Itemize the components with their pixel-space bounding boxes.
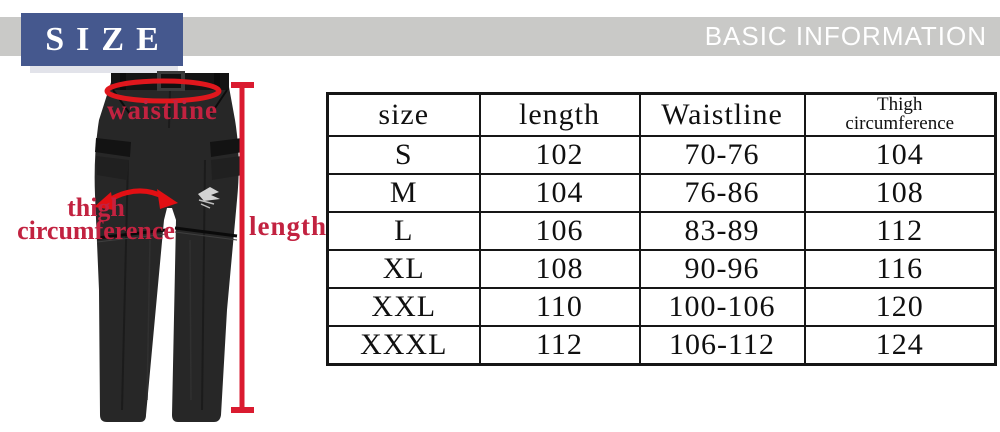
cell-length: 102: [478, 135, 641, 175]
table-row: S 102 70-76 104: [326, 135, 997, 175]
cargo-pocket-left: [95, 138, 131, 157]
cell-waistline: 70-76: [638, 135, 806, 175]
cell-length: 110: [478, 287, 641, 327]
size-badge-shadow: [30, 66, 178, 73]
cell-waistline: 106-112: [638, 325, 806, 365]
column-header-waistline: Waistline: [638, 92, 806, 137]
cell-length: 108: [478, 249, 641, 289]
cell-length: 106: [478, 211, 641, 251]
cell-waistline: 100-106: [638, 287, 806, 327]
cell-length: 112: [478, 325, 641, 365]
pants-diagram: [94, 71, 254, 422]
cell-thigh-circumference: 120: [803, 287, 997, 327]
size-table: size length Waistline Thigh circumferenc…: [326, 92, 997, 366]
table-row: XL 108 90-96 116: [326, 249, 997, 289]
cell-waistline: 90-96: [638, 249, 806, 289]
size-table-body: S 102 70-76 104 M 104 76-86 108 L 106 83…: [326, 135, 997, 365]
table-header-row: size length Waistline Thigh circumferenc…: [326, 92, 997, 137]
cell-thigh-circumference: 116: [803, 249, 997, 289]
cell-waistline: 76-86: [638, 173, 806, 213]
basic-information-label: BASIC INFORMATION: [704, 21, 987, 51]
table-row: XXL 110 100-106 120: [326, 287, 997, 327]
waist-ellipse-annotation: [104, 78, 222, 104]
cell-waistline: 83-89: [638, 211, 806, 251]
length-measure-line: [231, 82, 254, 413]
cell-size: S: [326, 135, 481, 175]
thigh-circumference-label: thigh circumference: [8, 193, 184, 245]
cell-size: XXXL: [326, 325, 481, 365]
cell-thigh-circumference: 104: [803, 135, 997, 175]
thigh-measure-arrow: [94, 188, 178, 210]
cell-size: XL: [326, 249, 481, 289]
waistline-label: waistline: [107, 95, 219, 125]
size-badge-label: SIZE: [45, 20, 171, 58]
column-header-size: size: [326, 92, 481, 137]
table-row: XXXL 112 106-112 124: [326, 325, 997, 365]
table-row: M 104 76-86 108: [326, 173, 997, 213]
cell-length: 104: [478, 173, 641, 213]
brand-logo: [198, 187, 220, 209]
cell-size: XXL: [326, 287, 481, 327]
cell-thigh-circumference: 108: [803, 173, 997, 213]
table-row: L 106 83-89 112: [326, 211, 997, 251]
length-label: length: [249, 211, 328, 241]
cell-size: M: [326, 173, 481, 213]
thigh-label-line1: thigh: [67, 193, 125, 222]
column-header-thigh-circumference: Thigh circumference: [803, 92, 997, 137]
cell-thigh-circumference: 112: [803, 211, 997, 251]
cargo-pocket-right: [210, 138, 243, 157]
size-badge: SIZE: [21, 13, 183, 66]
column-header-length: length: [478, 92, 641, 137]
cell-size: L: [326, 211, 481, 251]
thigh-label-line2: circumference: [17, 216, 175, 245]
cell-thigh-circumference: 124: [803, 325, 997, 365]
